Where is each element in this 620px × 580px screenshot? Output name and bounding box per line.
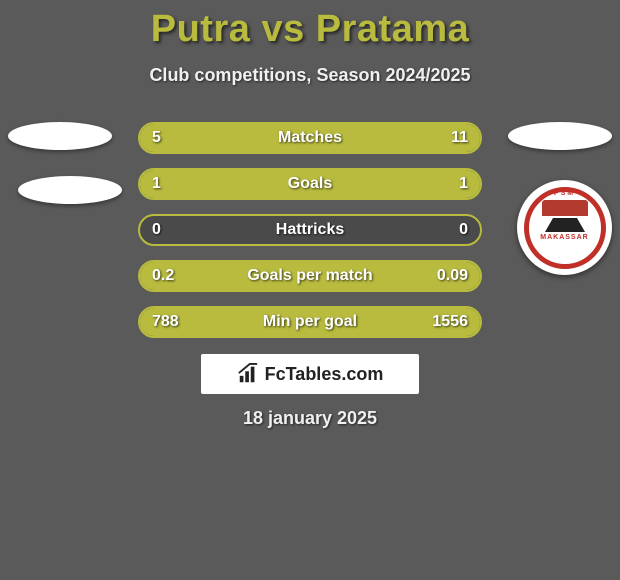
badge-brick-icon	[542, 200, 588, 216]
badge-text-top: PSM	[554, 190, 575, 197]
stat-label: Min per goal	[263, 313, 357, 331]
subtitle: Club competitions, Season 2024/2025	[0, 65, 620, 86]
stat-fill-right	[310, 170, 480, 198]
stat-row: 1 1 Goals	[138, 168, 482, 200]
badge-boat-icon	[545, 218, 585, 232]
stat-value-right: 1	[459, 175, 468, 193]
stat-label: Matches	[278, 129, 342, 147]
brand-label: FcTables.com	[265, 364, 384, 385]
stat-value-left: 1	[152, 175, 161, 193]
stat-label: Goals	[288, 175, 332, 193]
left-team-logo-1	[8, 122, 112, 150]
page-title: Putra vs Pratama	[0, 0, 620, 51]
brand-chart-icon	[237, 363, 259, 385]
stat-row: 0 0 Hattricks	[138, 214, 482, 246]
stat-row: 788 1556 Min per goal	[138, 306, 482, 338]
stats-container: 511Matches11Goals00Hattricks0.20.09Goals…	[138, 122, 482, 352]
stat-row: 5 11 Matches	[138, 122, 482, 154]
stat-value-left: 788	[152, 313, 179, 331]
stat-label: Hattricks	[276, 221, 344, 239]
brand-box: FcTables.com	[201, 354, 419, 394]
stat-label: Goals per match	[247, 267, 372, 285]
stat-value-right: 11	[451, 129, 468, 147]
stat-value-right: 0.09	[437, 267, 468, 285]
stat-fill-left	[140, 170, 310, 198]
right-team-badge: PSM MAKASSAR	[517, 180, 612, 275]
stat-row: 0.2 0.09 Goals per match	[138, 260, 482, 292]
stat-value-right: 0	[459, 221, 468, 239]
stat-value-left: 0.2	[152, 267, 174, 285]
stat-value-right: 1556	[432, 313, 468, 331]
stat-value-left: 0	[152, 221, 161, 239]
date-label: 18 january 2025	[0, 408, 620, 429]
left-team-logo-2	[18, 176, 122, 204]
right-team-logo-1	[508, 122, 612, 150]
stat-value-left: 5	[152, 129, 161, 147]
badge-text-bottom: MAKASSAR	[540, 234, 588, 241]
